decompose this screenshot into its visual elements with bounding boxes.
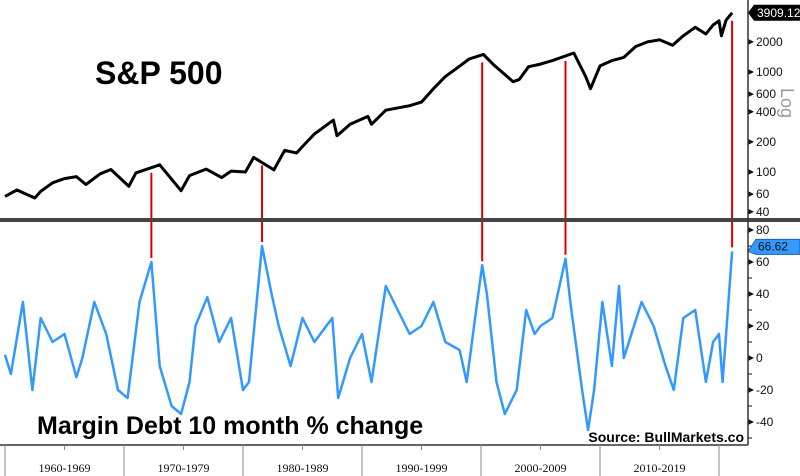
- x-category-label: 1960-1969: [39, 461, 91, 475]
- y-tick-label: 600: [756, 87, 776, 101]
- y-tick-mark: [748, 259, 754, 265]
- y-tick-mark: [748, 38, 754, 45]
- sp500-panel: 40 60 100 200 400 600 1000 2000 3909.12: [4, 4, 800, 219]
- x-category-label: 1970-1979: [158, 461, 210, 475]
- x-category-label: 1980-1989: [277, 461, 329, 475]
- y-tick-label: 40: [756, 205, 770, 219]
- y-tick-mark: [748, 291, 754, 297]
- y-tick-label: 40: [756, 287, 770, 301]
- peak-markers: [150, 20, 734, 262]
- last-value-label: 66.62: [758, 239, 788, 253]
- y-tick-mark: [748, 69, 754, 75]
- last-value-tag: [747, 238, 800, 255]
- y-tick-label: -20: [756, 383, 774, 397]
- y-tick-mark: [748, 169, 754, 175]
- y-tick-mark: [748, 323, 754, 329]
- y-tick-label: 2000: [756, 35, 783, 49]
- y-tick-label: 60: [756, 255, 770, 269]
- y-tick-label: 200: [756, 135, 776, 149]
- y-tick-mark: [748, 208, 754, 215]
- y-tick-mark: [748, 108, 754, 115]
- y-tick-label: 60: [756, 187, 770, 201]
- sp500-line: [4, 11, 734, 200]
- y-tick-mark: [748, 355, 754, 361]
- y-tick-label: -40: [756, 415, 774, 429]
- panel-divider[interactable]: [0, 218, 800, 222]
- y-tick-mark: [748, 227, 754, 233]
- x-axis: 1960-1969 1970-1979 1980-1989 1990-1999 2000…: [4, 445, 720, 476]
- y-tick-mark: [748, 191, 754, 198]
- last-price-tag: [748, 4, 800, 21]
- sp500-title: S&P 500: [95, 55, 223, 91]
- y-tick-mark: [748, 138, 754, 145]
- y-tick-label: 1000: [756, 65, 783, 79]
- y-tick-mark: [748, 91, 754, 98]
- margin-debt-title: Margin Debt 10 month % change: [37, 412, 423, 440]
- y-tick-label: 0: [756, 351, 763, 365]
- x-category-label: 2010-2019: [634, 461, 686, 475]
- y-tick-label: 100: [756, 165, 776, 179]
- y-tick-label: 80: [756, 223, 770, 237]
- y-tick-label: 400: [756, 105, 776, 119]
- y-tick-mark: [748, 387, 754, 393]
- log-scale-label[interactable]: Log: [777, 88, 797, 118]
- y-tick-label: 20: [756, 319, 770, 333]
- margin-debt-panel: -40 -20 0 20 40 60 80 66.62: [3, 223, 800, 439]
- x-category-label: 1990-1999: [396, 461, 448, 475]
- y-tick-mark: [748, 419, 754, 425]
- last-price-label: 3909.12: [757, 6, 800, 20]
- x-category-label: 2000-2009: [515, 461, 567, 475]
- source-label: Source: BullMarkets.co: [588, 429, 744, 445]
- margin-debt-line: [3, 244, 734, 432]
